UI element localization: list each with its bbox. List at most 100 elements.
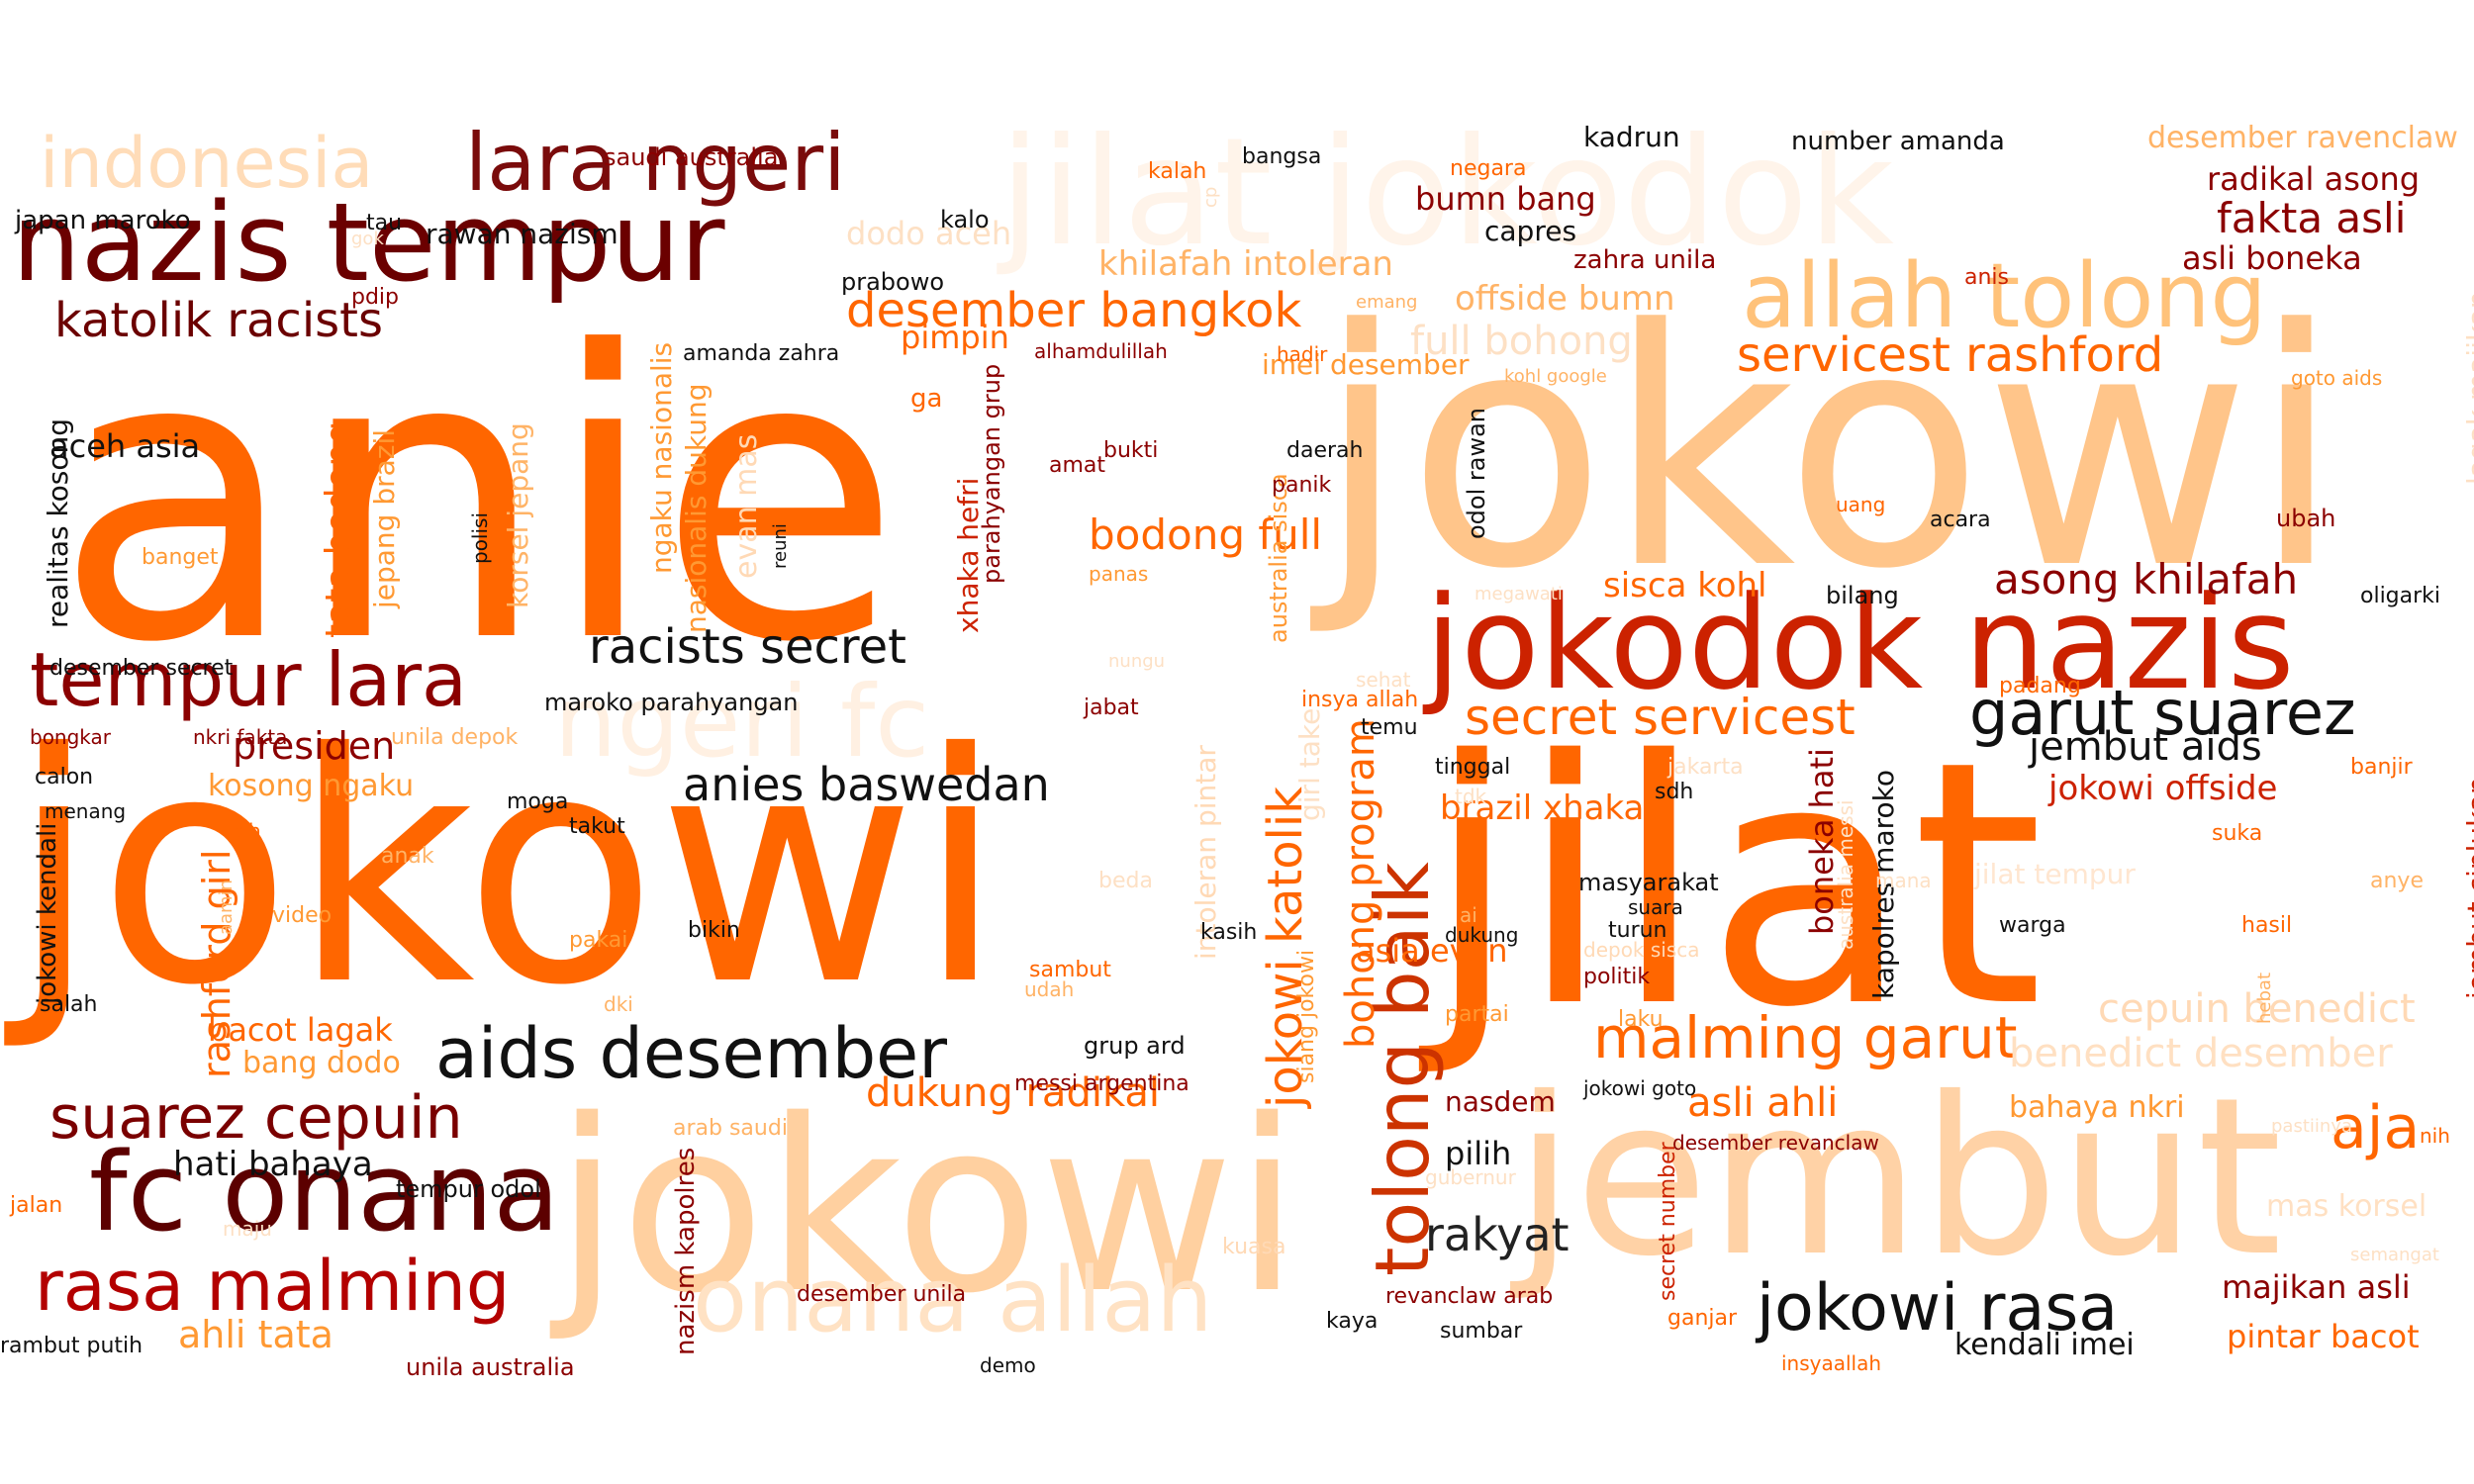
word-jokowi-offside: jokowi offside (2048, 769, 2278, 808)
word-desember-ravenclaw: desember ravenclaw (2147, 121, 2458, 155)
word-cepuin-benedict: cepuin benedict (2098, 986, 2416, 1032)
word-hebat: hebat (2254, 973, 2275, 1024)
word-bikin: bikin (688, 918, 740, 943)
word-rakyat: rakyat (1425, 1208, 1570, 1261)
word-insyaallah: insyaallah (1781, 1351, 1882, 1375)
word-majikan-asli: majikan asli (2222, 1268, 2411, 1306)
word-benedict-desember: benedict desember (2009, 1031, 2393, 1076)
word-warga: warga (1999, 913, 2066, 938)
word-tdk: tdk (1455, 785, 1487, 808)
word-katolik-racists: katolik racists (54, 293, 383, 348)
word-uang: uang (1836, 493, 1886, 516)
word-sdh: sdh (1655, 780, 1694, 804)
word-ngeri-fc: ngeri fc (554, 664, 930, 780)
word-jokodok-nazis: jokodok nazis (1425, 568, 2295, 718)
word-desember-revanclaw: desember revanclaw (1672, 1131, 1879, 1155)
word-bohong-program: bohong program (1338, 718, 1383, 1049)
word-servicest-rashford: servicest rashford (1737, 327, 2164, 383)
word-bukti: bukti (1103, 438, 1159, 463)
word-radikal-asong: radikal asong (2207, 160, 2421, 198)
word-siang-jokowi: siang jokowi (1294, 949, 1319, 1083)
word-lara-ngeri: lara ngeri (465, 117, 846, 209)
word-banget: banget (142, 545, 219, 570)
word-jepang-brazil: jepang brazil (368, 428, 401, 608)
word-jokowi: jokowi (1316, 260, 2342, 640)
word-amat: amat (1049, 453, 1106, 478)
word-arab-saudi: arab saudi (673, 1116, 788, 1141)
word-unila-depok: unila depok (391, 725, 519, 750)
word-tinggal: tinggal (1435, 755, 1511, 780)
word-aids-desember: aids desember (435, 1013, 948, 1094)
word-suarez-cepuin: suarez cepuin (49, 1083, 463, 1153)
word-ga: ga (910, 384, 943, 414)
word-udah: udah (1024, 977, 1075, 1001)
word-dodo-aceh: dodo aceh (846, 215, 1012, 252)
word-jokowi-kendali: jokowi kendali (33, 822, 62, 1004)
word-goto-aids: goto aids (2291, 366, 2383, 390)
word-laku: laku (1618, 1007, 1664, 1032)
word-nungu: nungu (1108, 651, 1166, 672)
word-number-amanda: number amanda (1791, 127, 2005, 156)
word-sehat: sehat (1356, 668, 1411, 692)
word-rasa-malming: rasa malming (35, 1246, 511, 1327)
word-jokowi-goto: jokowi goto (1583, 1076, 1697, 1100)
word-bangsa: bangsa (1242, 144, 1322, 169)
word-maju: maju (223, 1217, 272, 1241)
word-asia-evan: asia evan (1356, 932, 1508, 970)
word-kuasa: kuasa (1222, 1235, 1286, 1259)
word-turun: turun (1608, 918, 1667, 943)
word-suka: suka (2212, 821, 2263, 846)
word-zahra-unila: zahra unila (1573, 245, 1717, 275)
word-full-bohong: full bohong (1410, 319, 1633, 364)
word-kaya: kaya (1326, 1309, 1379, 1334)
word-kalo: kalo (940, 206, 990, 233)
word-reuni: reuni (770, 523, 791, 569)
word-allah-tolong: allah tolong (1742, 244, 2267, 348)
word-nkri-fakta: nkri fakta (193, 725, 288, 749)
word-desember-bangkok: desember bangkok (846, 283, 1302, 338)
word-jilat-tempur: jilat tempur (1974, 858, 2136, 890)
word-pdip: pdip (351, 285, 400, 310)
word-bilang: bilang (1826, 582, 1899, 609)
word-masyarakat: masyarakat (1578, 869, 1719, 896)
word-bodong-full: bodong full (1089, 510, 1323, 559)
word-pakai: pakai (569, 928, 628, 953)
word-jakarta: jakarta (1667, 755, 1744, 780)
word-video: video (272, 903, 333, 928)
word-ubah: ubah (2276, 505, 2336, 532)
word-anak: anak (381, 844, 434, 869)
word-jalan: jalan (10, 1193, 63, 1218)
word-offside-bumn: offside bumn (1455, 279, 1675, 319)
word-temu: temu (1361, 715, 1418, 740)
word-mana: mana (1875, 869, 1932, 892)
word-anis: anis (1964, 265, 2009, 290)
word-sambut: sambut (1029, 958, 1111, 982)
word-nasionalis-dukung: nasionalis dukung (680, 383, 713, 634)
word-insya-allah: insya allah (1301, 688, 1419, 712)
word-brazil-xhaka: brazil xhaka (1440, 788, 1645, 828)
word-dukung-radikal: dukung radikal (866, 1070, 1161, 1116)
word-padang: padang (1999, 674, 2081, 698)
word-realitas-kosong: realitas kosong (42, 417, 74, 628)
word-revanclaw-arab: revanclaw arab (1385, 1284, 1554, 1309)
word-cp: cp (1200, 186, 1221, 208)
word-anie: anie (54, 269, 902, 729)
word-partai: partai (1445, 1002, 1509, 1027)
word-unila-australia: unila australia (406, 1353, 575, 1381)
word-desember-secret: desember secret (49, 656, 234, 681)
word-parahyangan-grup: parahyangan grup (978, 363, 1005, 584)
word-ganjar: ganjar (1667, 1306, 1738, 1331)
word-nih: nih (2420, 1124, 2450, 1148)
word-saudi-australia: saudi australia (604, 143, 779, 171)
word-rambut-putih: rambut putih (0, 1334, 143, 1358)
word-politik: politik (1583, 965, 1651, 989)
word-kasih: kasih (1200, 920, 1258, 945)
word-hati-bahaya: hati bahaya (173, 1145, 373, 1184)
word-jembut-ciplukan: jembut ciplukan (2461, 777, 2474, 999)
word-banjir: banjir (2350, 755, 2413, 780)
word-bahaya-nkri: bahaya nkri (2009, 1090, 2185, 1125)
word-secret-number: secret number (1656, 1142, 1680, 1301)
word-gok: gok (351, 229, 384, 249)
word-japan-maroko: japan maroko (15, 206, 191, 235)
word-jilat: jilat (1425, 690, 2045, 1081)
